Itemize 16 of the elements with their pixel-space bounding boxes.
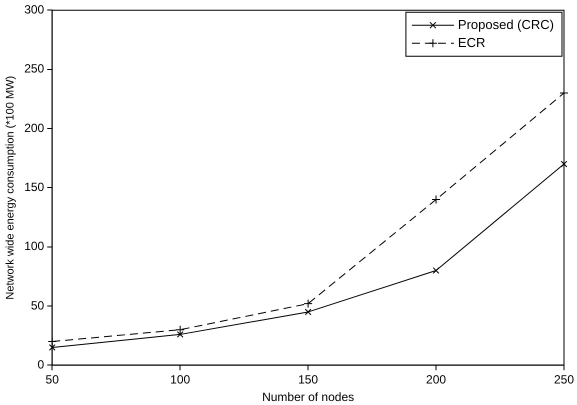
x-tick-label: 150	[298, 372, 318, 387]
y-tick-label: 150	[24, 180, 45, 194]
x-axis-title: Number of nodes	[262, 390, 354, 404]
y-axis-title: Network wide energy consumption (*100 MW)	[4, 76, 17, 300]
y-tick-label: 50	[30, 298, 45, 312]
x-tick-label: 200	[426, 372, 446, 387]
x-tick-label: 50	[46, 372, 60, 387]
x-tick-label: 100	[170, 372, 190, 387]
y-tick-label: 250	[24, 62, 45, 76]
y-tick-label: 300	[24, 2, 45, 17]
y-tick-label: 100	[24, 239, 45, 254]
x-tick-label: 250	[554, 372, 574, 387]
legend-label: Proposed (CRC)	[458, 16, 554, 32]
y-tick-label: 0	[38, 358, 45, 372]
legend-label: ECR	[458, 34, 486, 50]
y-tick-label: 200	[24, 120, 45, 135]
